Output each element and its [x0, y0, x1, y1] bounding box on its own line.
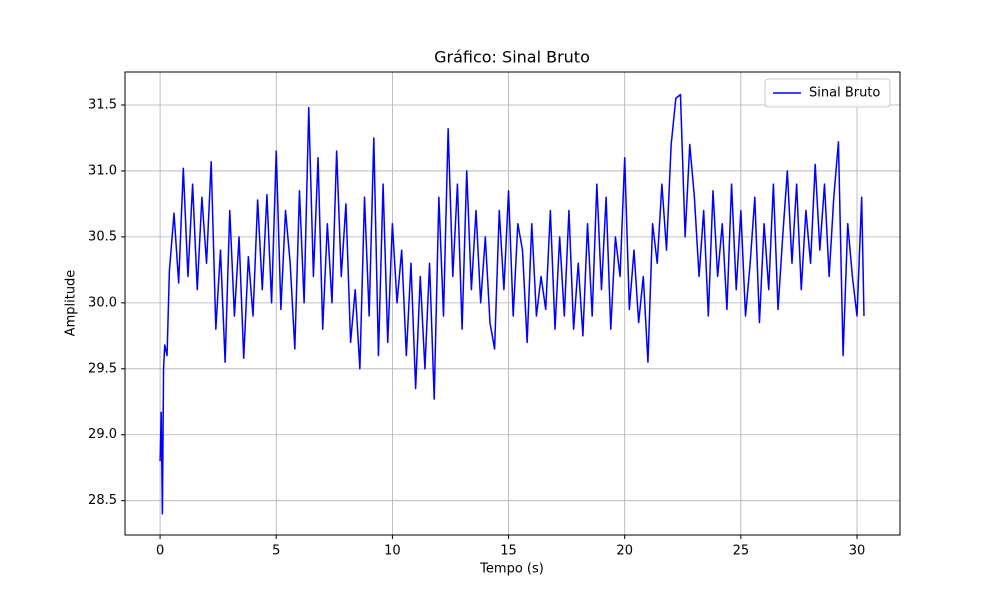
- x-tick-label: 5: [272, 544, 280, 559]
- y-tick-label: 28.5: [88, 493, 117, 508]
- x-tick-label: 0: [156, 544, 164, 559]
- y-axis-label: Amplitude: [64, 270, 79, 337]
- legend: Sinal Bruto: [764, 78, 891, 108]
- x-tick-label: 10: [384, 544, 401, 559]
- chart-title: Gráfico: Sinal Bruto: [434, 48, 590, 67]
- legend-box: [764, 78, 891, 108]
- x-tick-label: 20: [616, 544, 633, 559]
- legend-label: Sinal Bruto: [809, 86, 880, 101]
- x-tick-label: 25: [733, 544, 750, 559]
- y-tick-label: 30.5: [88, 229, 117, 244]
- series-line: [159, 93, 865, 515]
- y-tick-label: 30.0: [88, 295, 117, 310]
- x-axis-label: Tempo (s): [479, 562, 544, 577]
- y-tick-label: 31.5: [88, 97, 117, 112]
- y-tick-label: 29.5: [88, 361, 117, 376]
- y-tick-label: 31.0: [88, 163, 117, 178]
- x-tick-label: 15: [500, 544, 517, 559]
- plot-frame: [124, 71, 901, 536]
- y-tick-label: 29.0: [88, 427, 117, 442]
- x-tick-label: 30: [849, 544, 866, 559]
